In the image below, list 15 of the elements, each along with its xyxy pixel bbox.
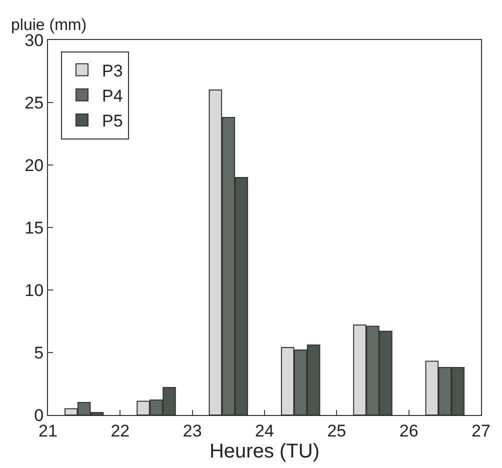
y-tick-label: 15 bbox=[24, 218, 44, 238]
x-tick-label: 25 bbox=[327, 421, 346, 440]
x-tick-label: 24 bbox=[255, 421, 274, 440]
y-tick-label: 20 bbox=[24, 156, 44, 175]
y-tick-label: 25 bbox=[24, 93, 44, 112]
x-tick-label: 27 bbox=[472, 421, 490, 440]
legend-label: P5 bbox=[102, 112, 123, 131]
legend-label: P3 bbox=[102, 61, 123, 80]
x-axis-title: Heures (TU) bbox=[209, 440, 320, 462]
legend-label: P4 bbox=[102, 86, 123, 106]
x-tick-label: 26 bbox=[399, 421, 418, 440]
x-tick-label: 22 bbox=[110, 421, 130, 440]
x-tick-label: 23 bbox=[182, 421, 202, 440]
y-tick-label: 5 bbox=[34, 343, 44, 362]
y-tick-label: 10 bbox=[24, 280, 44, 300]
